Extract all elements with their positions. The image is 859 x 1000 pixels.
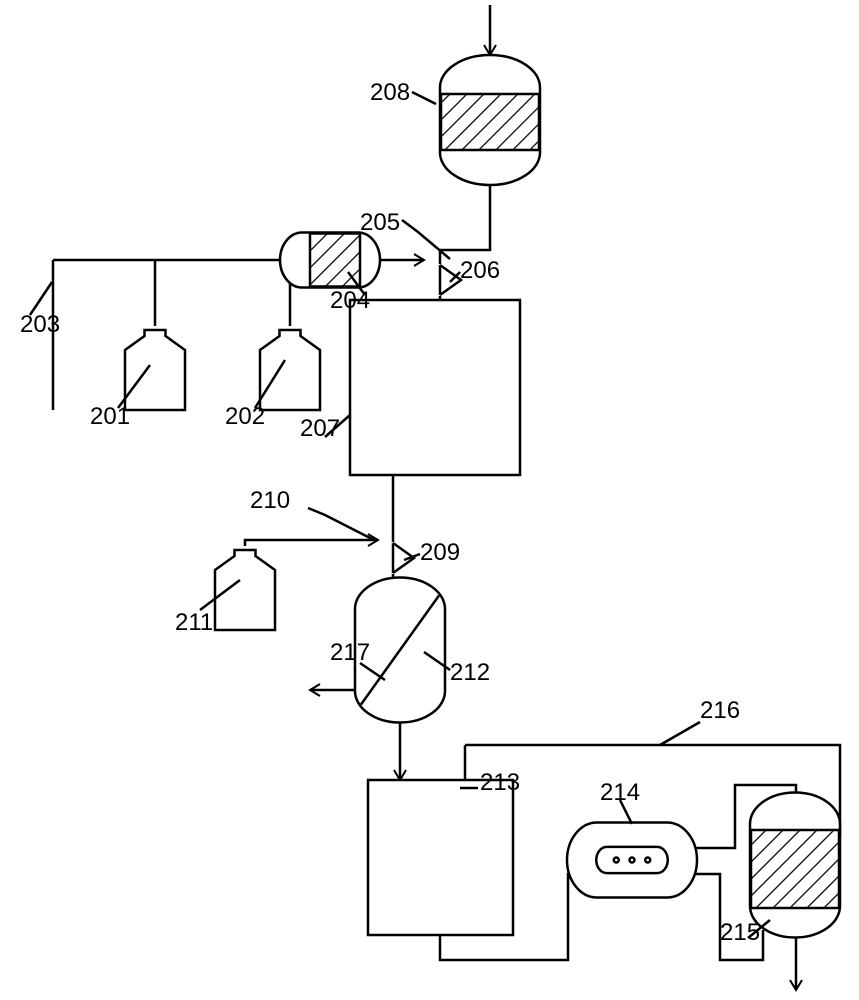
leader-205 — [402, 220, 450, 259]
node-215 — [750, 793, 840, 938]
node-213 — [368, 780, 513, 935]
label-216: 216 — [700, 697, 740, 724]
edge-211-210 — [245, 540, 378, 546]
nodes-layer — [125, 55, 840, 938]
label-210: 210 — [250, 487, 290, 514]
node-204 — [280, 233, 380, 288]
label-212: 212 — [450, 659, 490, 686]
diagram-canvas: 2012022032042052062072082092102112122132… — [0, 0, 859, 1000]
leader-208 — [412, 92, 436, 104]
label-202: 202 — [225, 403, 265, 430]
label-209: 209 — [420, 539, 460, 566]
label-204: 204 — [330, 287, 370, 314]
leader-210 — [308, 508, 374, 540]
label-206: 206 — [460, 257, 500, 284]
label-217: 217 — [330, 639, 370, 666]
node-214 — [567, 823, 697, 898]
label-203: 203 — [20, 311, 60, 338]
node-207 — [350, 300, 520, 475]
label-213: 213 — [480, 769, 520, 796]
edge-208-206 — [440, 185, 490, 264]
label-205: 205 — [360, 209, 400, 236]
label-211: 211 — [175, 609, 213, 636]
node-208 — [440, 55, 540, 185]
label-201: 201 — [90, 403, 130, 430]
node-201 — [125, 330, 185, 410]
node-211 — [215, 550, 275, 630]
leader-216 — [660, 722, 700, 745]
label-208: 208 — [370, 79, 410, 106]
node-202 — [260, 330, 320, 410]
